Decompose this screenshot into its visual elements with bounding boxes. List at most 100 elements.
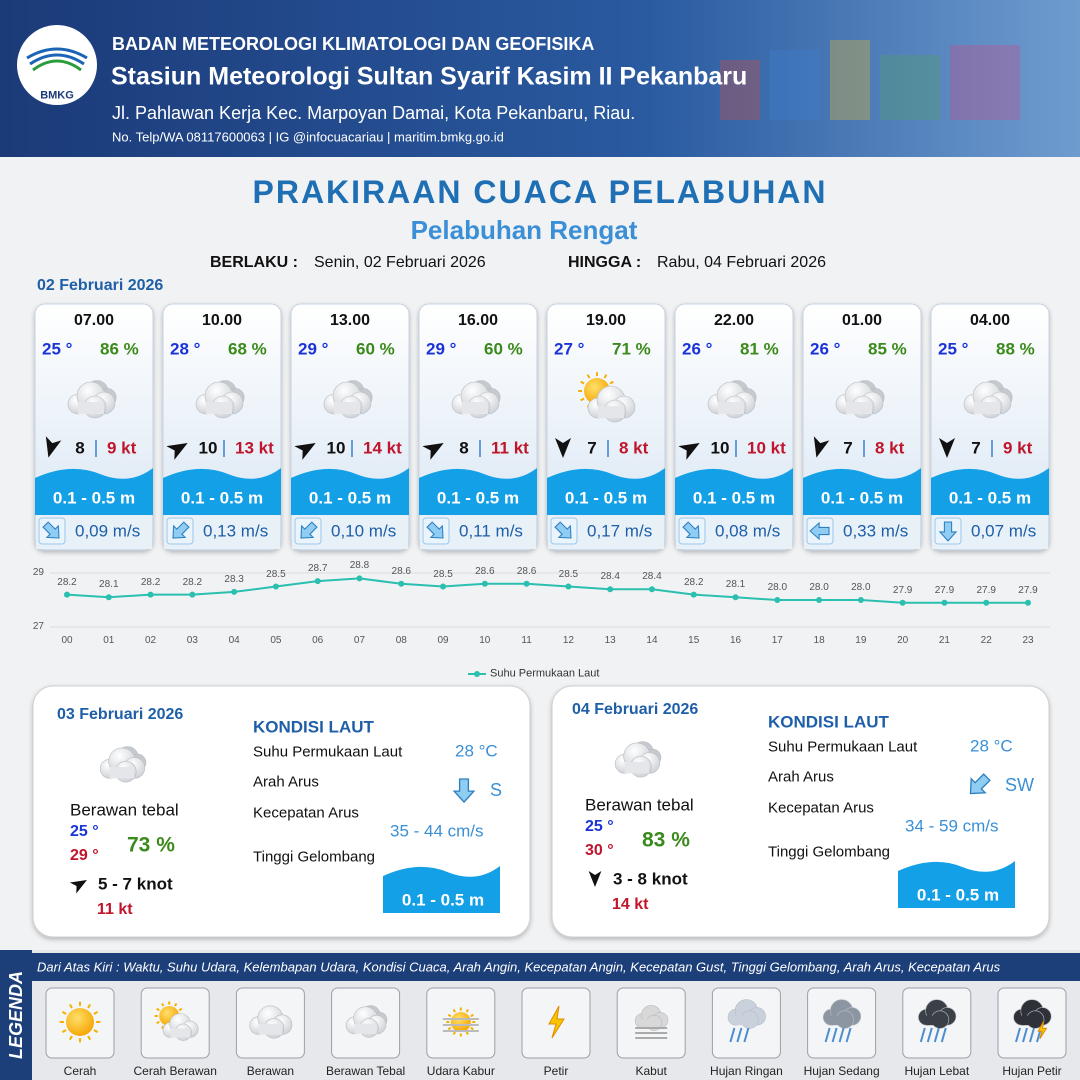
sst-point: [64, 591, 70, 598]
value-label: 27.9: [976, 584, 996, 596]
cloud-base: [170, 1028, 190, 1038]
humidity: 71 %: [612, 339, 651, 359]
logo-text: BMKG: [40, 89, 74, 102]
gust: 10 kt: [747, 438, 786, 458]
wave-height: 0.1 - 0.5 m: [308, 488, 392, 508]
cloud-icon: [727, 999, 766, 1029]
sun-ray: [470, 1026, 474, 1031]
sun-ray: [93, 1029, 99, 1034]
rain-drop: [729, 1027, 736, 1043]
wave-band: [383, 866, 500, 913]
sun-ray: [447, 1026, 452, 1031]
sst-line: [66, 577, 1028, 604]
day-date: 04 Februari 2026: [572, 701, 699, 718]
wind-arrow: [294, 443, 316, 460]
humidity: 81 %: [740, 339, 779, 359]
forecast-card: [162, 303, 282, 551]
value-label: 28.0: [851, 582, 871, 593]
current-arrow: [452, 778, 476, 804]
wave-height: 0.1 - 0.5 m: [401, 890, 485, 910]
gust: 13 kt: [235, 438, 274, 458]
legend-item: [235, 987, 305, 1059]
cloud-icon: [99, 747, 146, 783]
wind-arrow: [555, 438, 571, 458]
value-label: 28.7: [307, 563, 328, 575]
value-label: 27.9: [1018, 584, 1038, 596]
wave-band: [898, 861, 1015, 908]
legend-item: [997, 987, 1067, 1059]
bolt-icon: [548, 1005, 565, 1039]
cloud-icon: [835, 381, 884, 419]
wind-speed: 8: [459, 438, 469, 458]
x-tick-label: 05: [270, 635, 282, 646]
humidity: 73 %: [127, 833, 175, 857]
valid-from-label: BERLAKU :: [210, 254, 298, 271]
sun-ray: [580, 380, 585, 385]
time: 13.00: [329, 312, 371, 329]
sst-point: [565, 583, 572, 590]
rain-drop: [736, 1027, 743, 1043]
current-dir-label: Arah Arus: [768, 768, 834, 786]
current-arrow: [938, 521, 958, 542]
wave-band: [547, 468, 665, 515]
sea-title: KONDISI LAUT: [768, 712, 889, 732]
x-tick-label: 21: [938, 635, 950, 646]
current-arrow: [300, 521, 318, 539]
x-tick-label: 18: [813, 635, 825, 646]
x-tick-label: 15: [688, 635, 700, 646]
wind-speed: 8: [75, 438, 85, 458]
sst-point: [1025, 599, 1031, 606]
temp-min: 25 °: [70, 823, 99, 840]
wind-speed: 7: [587, 438, 597, 458]
rain-drop: [1029, 1027, 1035, 1043]
container-decor: [770, 50, 820, 120]
sst-point: [398, 580, 405, 587]
value-label: 28.6: [516, 565, 537, 577]
forecast-card: [930, 303, 1050, 551]
rain-drop: [1015, 1027, 1021, 1043]
gust: 11 kt: [491, 438, 529, 458]
current-speed: 35 - 44 cm/s: [390, 821, 484, 841]
cloud-base: [258, 1023, 283, 1035]
station-name: Stasiun Meteorologi Sultan Syarif Kasim …: [111, 62, 748, 91]
cloud-base: [642, 1019, 661, 1028]
rain-drop: [919, 1027, 926, 1043]
wind-arrow: [678, 443, 700, 460]
wind-speed: 10: [326, 438, 346, 458]
humidity: 85 %: [868, 339, 907, 359]
legend-label: Kabut: [635, 1064, 667, 1078]
rain-drop: [933, 1027, 940, 1043]
gust: 9 kt: [107, 438, 137, 458]
wave-band: [675, 468, 793, 515]
sun-ray: [452, 1031, 456, 1036]
sst-point: [607, 586, 614, 593]
value-label: 27.9: [892, 584, 913, 596]
value-label: 28.0: [809, 582, 829, 593]
current-speed: 0,13 m/s: [203, 521, 269, 541]
gust: 14 kt: [612, 896, 649, 913]
value-label: 28.5: [266, 568, 286, 580]
wave-height: 0.1 - 0.5 m: [692, 488, 776, 508]
legend-label: Berawan Tebal: [326, 1064, 406, 1078]
sst-point: [941, 599, 948, 606]
sun-ray: [156, 1020, 160, 1025]
humidity: 88 %: [996, 339, 1035, 359]
sst-point: [983, 599, 990, 606]
sun-ray: [465, 1008, 469, 1013]
condition: Berawan tebal: [585, 795, 694, 815]
wave-band: [163, 468, 281, 515]
sun-ray: [447, 1013, 452, 1018]
legend-side: [0, 950, 32, 1080]
wind-arrow: [939, 438, 955, 458]
cloud-base: [334, 402, 360, 414]
x-tick-label: 06: [312, 635, 324, 646]
sst-point: [774, 597, 781, 603]
sst-point: [356, 575, 363, 582]
cloud-icon: [162, 1013, 199, 1041]
value-label: 28.1: [725, 579, 746, 591]
humidity: 60 %: [356, 339, 395, 359]
sun: [66, 1008, 94, 1036]
temperature: 28 °: [170, 339, 201, 359]
value-label: 28.4: [600, 571, 620, 583]
